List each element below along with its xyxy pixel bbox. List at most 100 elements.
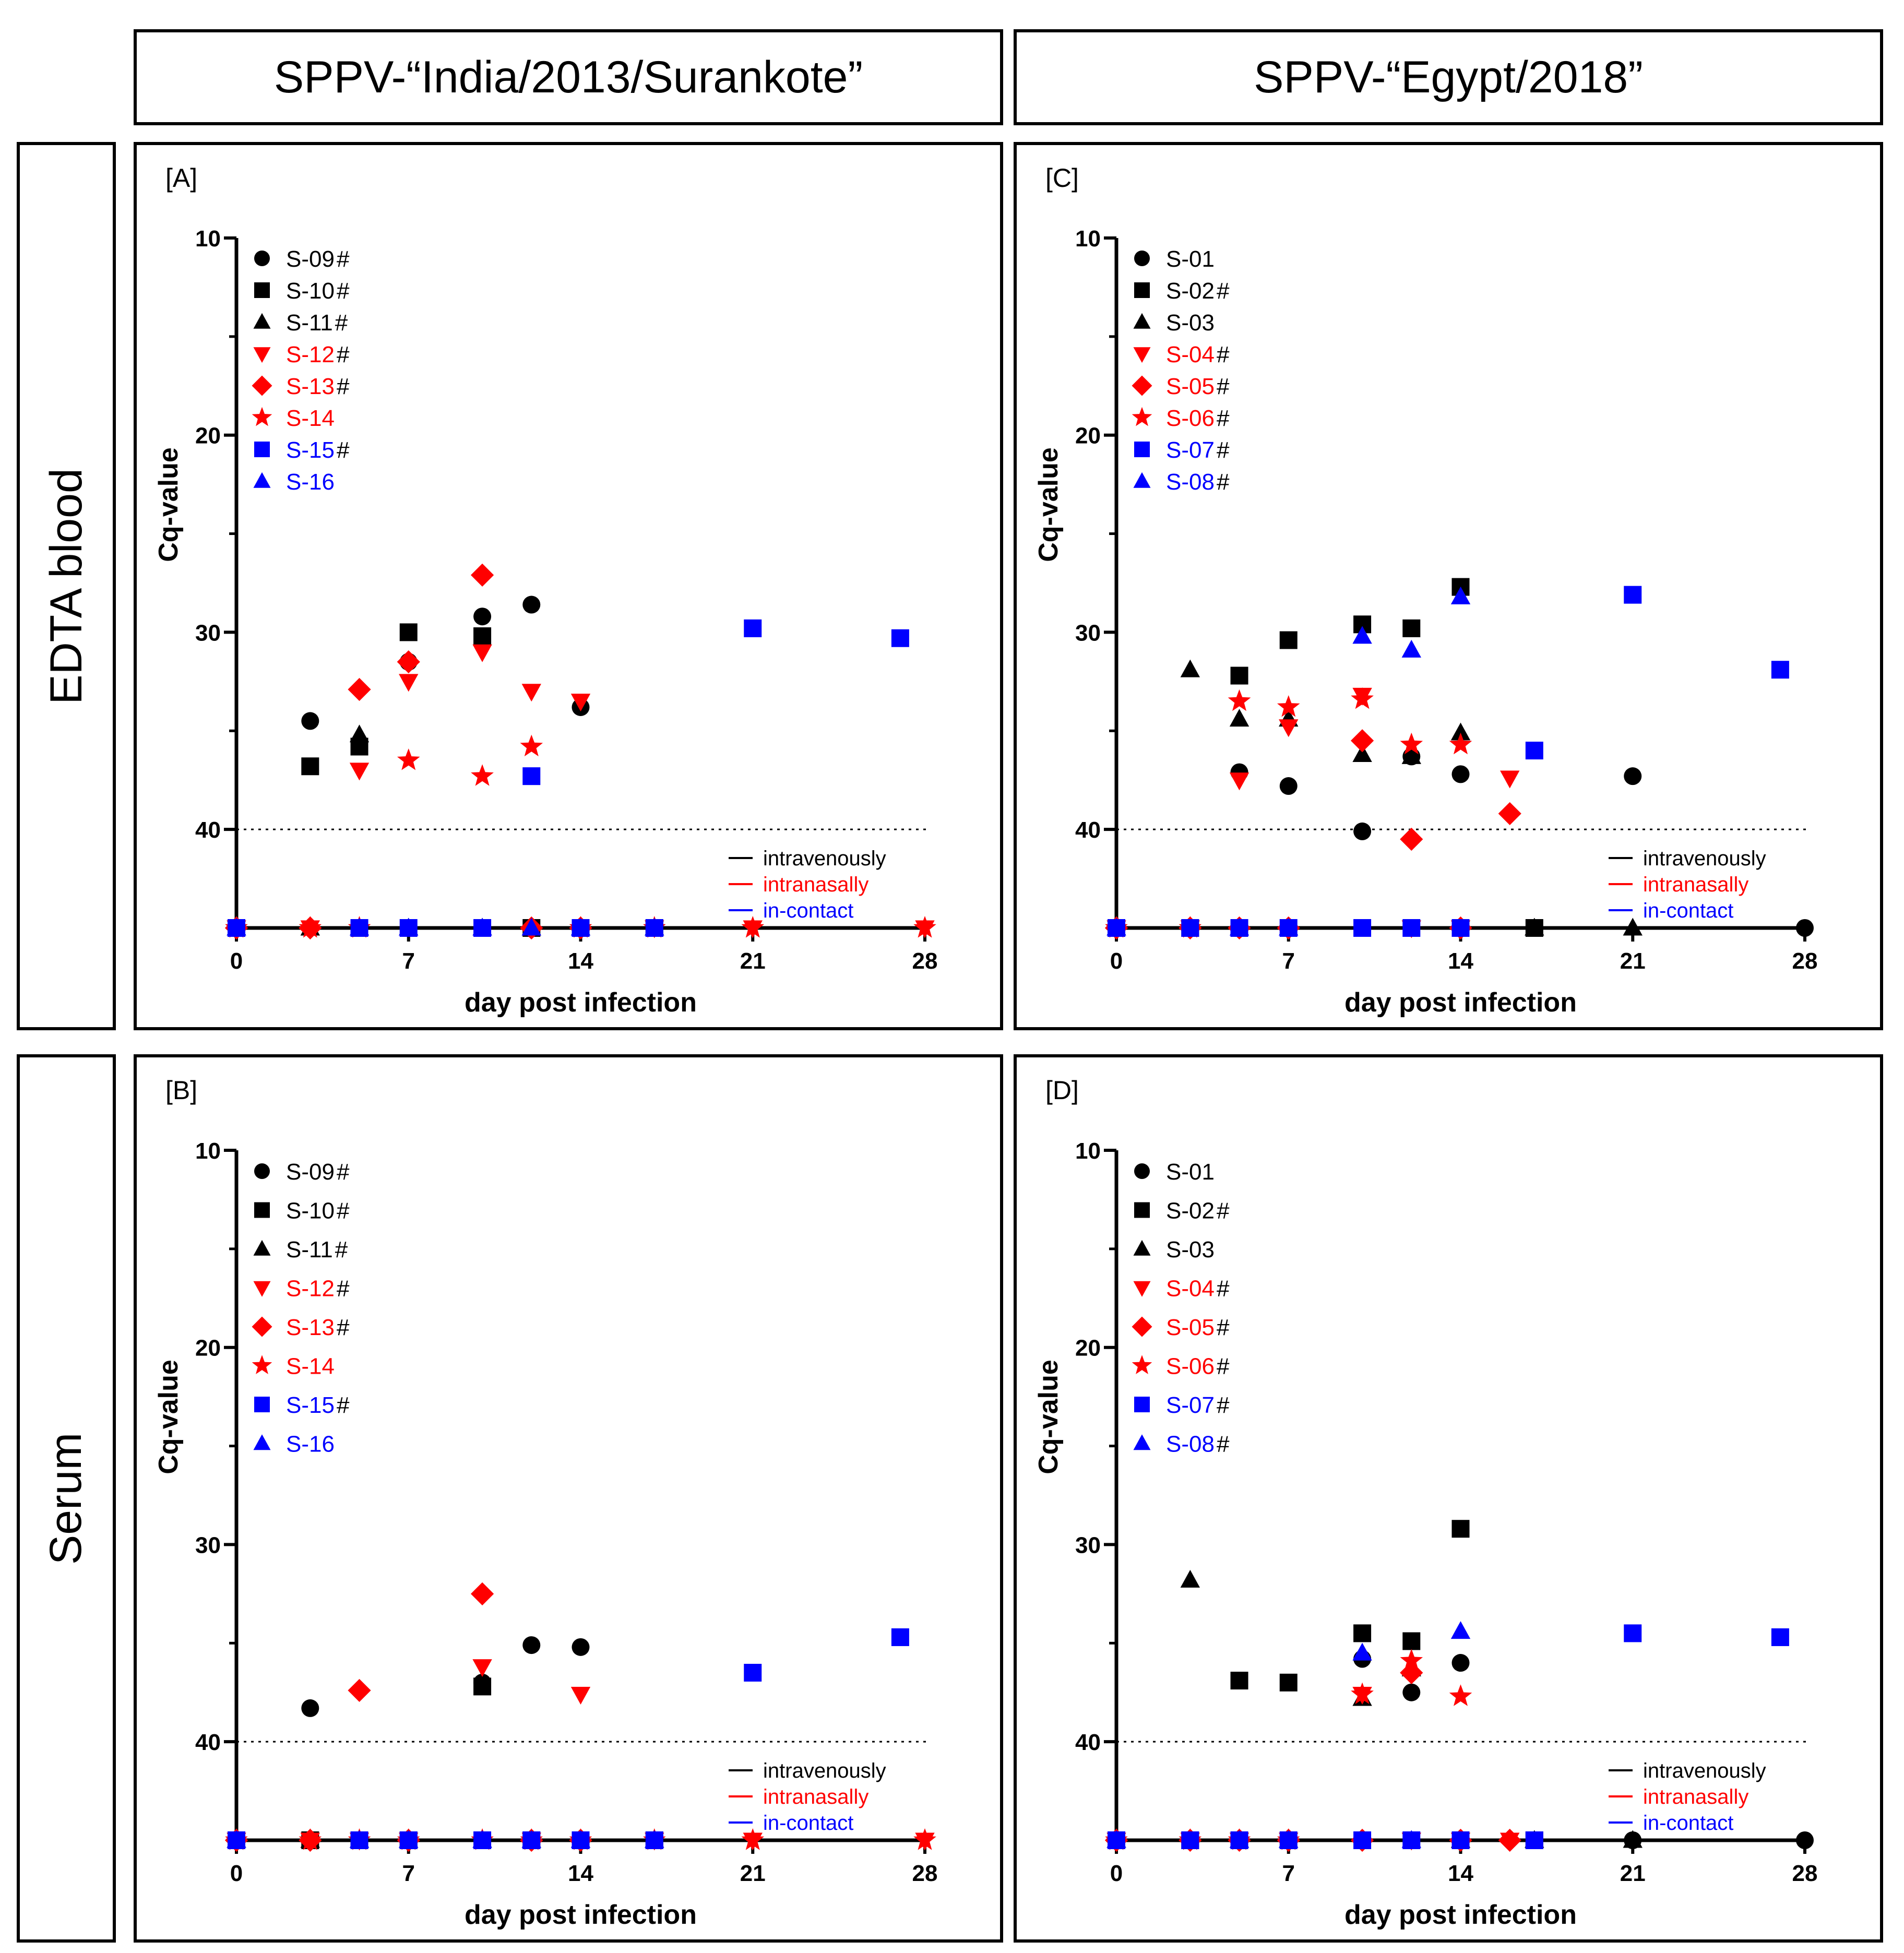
legend-label: S-06#: [1166, 1354, 1230, 1379]
series-s-09: [228, 1636, 663, 1849]
data-point: [1351, 1682, 1374, 1705]
legend-marker: [1134, 1202, 1150, 1218]
data-point: [1180, 659, 1200, 677]
data-point: [349, 918, 370, 936]
panel-label: [A]: [165, 163, 197, 193]
data-point: [522, 596, 541, 614]
data-point: [1449, 1684, 1472, 1706]
panel-label: [C]: [1045, 163, 1079, 193]
legend-label: S-01: [1166, 246, 1215, 272]
data-point: [1352, 744, 1372, 763]
route-legend-label: intranasally: [763, 873, 868, 896]
data-point: [1279, 1830, 1299, 1848]
data-point: [521, 918, 541, 936]
route-legend: intravenously intranasally in-contact: [1609, 1759, 1766, 1835]
data-point: [399, 623, 418, 641]
panel-b: [B] 10 20 30 40 0 7 14 21 28 day post infection Cq-…: [134, 1054, 1003, 1943]
data-point: [1450, 722, 1471, 741]
y-axis-title: Cq-value: [1033, 447, 1064, 562]
data-point: [1623, 1830, 1643, 1848]
data-point: [1451, 1831, 1470, 1849]
legend-label: S-11#: [286, 310, 348, 336]
row-title-edta-blood-text: EDTA blood: [41, 468, 91, 705]
route-legend-label: in-contact: [763, 1812, 853, 1835]
data-point: [1401, 746, 1421, 764]
x-tick-label: 0: [230, 1861, 243, 1886]
legend-marker: [252, 407, 272, 426]
route-legend-label: intranasally: [763, 1785, 868, 1808]
legend-hash: #: [337, 1276, 350, 1302]
legend-marker: [1133, 347, 1151, 363]
data-point: [913, 1828, 936, 1850]
panel-d: [D] 10 20 30 40 0 7 14 21 28 day post infection Cq-…: [1014, 1054, 1883, 1943]
route-legend: intravenously intranasally in-contact: [729, 1759, 886, 1835]
series-s-13: [224, 1582, 592, 1852]
legend-marker: [1132, 407, 1152, 426]
series-s-04: [1106, 1687, 1520, 1851]
legend-label: S-06#: [1166, 406, 1230, 431]
x-tick-label: 7: [1282, 948, 1295, 974]
series-s-08: [1106, 1621, 1471, 1848]
data-point: [1229, 709, 1250, 727]
legend-hash: #: [337, 1315, 350, 1340]
series-legend: S-09# S-10# S-11# S-12# S-13# S-14 S-15# S-16: [252, 1159, 350, 1457]
legend-marker: [1134, 1397, 1150, 1412]
legend-hash: #: [337, 437, 350, 463]
data-point: [522, 1636, 541, 1654]
data-point: [1181, 1831, 1199, 1849]
data-point: [744, 1663, 762, 1682]
series-s-04: [1106, 687, 1520, 938]
data-point: [349, 763, 370, 781]
legend-hash: #: [337, 1392, 350, 1418]
data-point: [473, 608, 492, 626]
legend-label: S-03: [1166, 1237, 1215, 1263]
data-point: [521, 1830, 541, 1848]
x-tick-label: 7: [402, 1861, 415, 1886]
data-point: [1498, 802, 1521, 826]
data-point: [1230, 666, 1248, 685]
legend-marker: [1133, 472, 1151, 488]
data-point: [1402, 1632, 1421, 1650]
legend-marker: [252, 375, 272, 396]
data-point: [1180, 1569, 1200, 1588]
row-title-edta-blood: EDTA blood: [17, 142, 116, 1030]
x-tick-label: 0: [1110, 948, 1123, 974]
data-point: [473, 1677, 492, 1696]
data-point: [1771, 1628, 1789, 1646]
data-point: [299, 1828, 322, 1850]
legend-label: S-03: [1166, 310, 1215, 336]
legend-label: S-16: [286, 469, 335, 495]
data-point: [1525, 918, 1544, 936]
legend-hash: #: [337, 1159, 350, 1185]
y-axis-title: Cq-value: [153, 447, 184, 562]
y-tick-label: 30: [195, 620, 221, 646]
legend-label: S-16: [286, 1432, 335, 1457]
data-point: [1498, 1828, 1521, 1852]
panel-label: [B]: [165, 1076, 197, 1105]
data-point: [470, 563, 494, 587]
data-point: [1230, 1672, 1248, 1690]
data-point: [1350, 729, 1374, 753]
chart-a: [A] 10 20 30 40 0 7 14 21 28 day post infection Cq-…: [153, 163, 937, 1018]
route-legend-label: intravenously: [1643, 847, 1766, 870]
row-title-serum-text: Serum: [41, 1432, 91, 1565]
legend-label: S-09#: [286, 246, 350, 272]
legend-label: S-08#: [1166, 469, 1230, 495]
route-legend-label: in-contact: [763, 899, 853, 922]
legend-marker: [254, 251, 270, 266]
data-point: [472, 918, 492, 936]
x-tick-label: 7: [1282, 1861, 1295, 1886]
x-tick-label: 7: [402, 948, 415, 974]
x-tick-label: 21: [740, 948, 766, 974]
series-s-08: [1106, 586, 1471, 936]
data-point: [1401, 639, 1421, 658]
data-point: [1451, 765, 1470, 783]
series-s-03: [1106, 1569, 1643, 1848]
x-axis-title: day post infection: [465, 1900, 697, 1930]
y-tick-label: 40: [1075, 1730, 1101, 1755]
y-tick-label: 20: [1075, 423, 1101, 449]
data-point: [1796, 919, 1814, 937]
data-point: [572, 1638, 590, 1656]
data-point: [1500, 770, 1520, 789]
series-s-10: [228, 623, 663, 937]
